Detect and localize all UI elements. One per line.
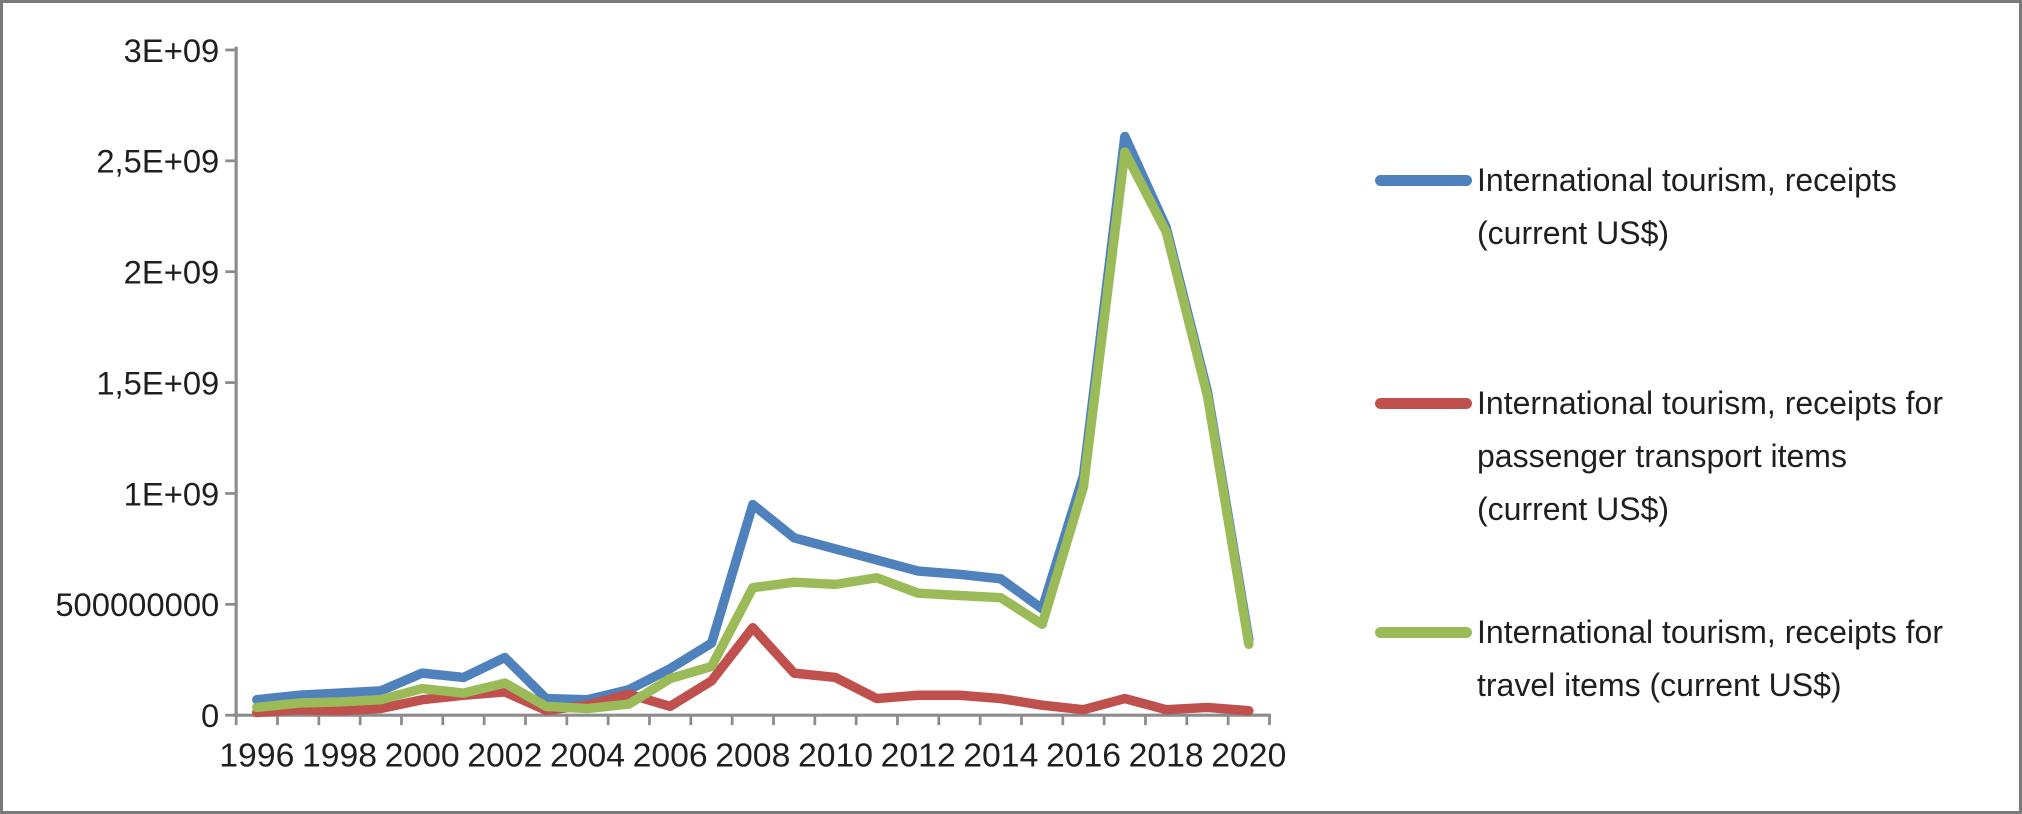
x-axis-tick-label: 2020 <box>1211 736 1286 774</box>
x-axis-tick-label: 2008 <box>715 736 790 774</box>
x-axis-tick-label: 1998 <box>302 736 377 774</box>
x-axis-tick-label: 2012 <box>881 736 956 774</box>
line-chart-plot: 0 500000000 1E+09 1,5E+09 2E+09 2,5E+09 3E+09 1… <box>55 32 1286 774</box>
x-axis-tick-label: 2018 <box>1129 736 1204 774</box>
series-line-receipts <box>252 131 1254 705</box>
x-axis-tick-label: 2006 <box>633 736 708 774</box>
y-axis-tick-label: 1,5E+09 <box>96 364 219 401</box>
x-axis-tick-label: 2010 <box>798 736 873 774</box>
x-axis-tick-label: 2002 <box>467 736 542 774</box>
y-axis-tick-label: 2E+09 <box>124 254 220 291</box>
y-axis-tick-label: 2,5E+09 <box>96 143 219 180</box>
y-axis-tick-label: 3E+09 <box>124 32 220 69</box>
series-line-travel-items <box>252 147 1254 714</box>
x-axis-tick-label: 1996 <box>219 736 294 774</box>
x-axis-tick-label: 2016 <box>1046 736 1121 774</box>
y-axis-tick-label: 1E+09 <box>124 475 220 512</box>
series-line-passenger-transport <box>252 622 1254 718</box>
x-axis-tick-label: 2000 <box>385 736 460 774</box>
y-axis-tick-label: 500000000 <box>55 586 219 623</box>
x-axis-tick-label: 2004 <box>550 736 625 774</box>
x-axis-tick-label: 2014 <box>963 736 1038 774</box>
y-axis-tick-label: 0 <box>201 697 219 734</box>
